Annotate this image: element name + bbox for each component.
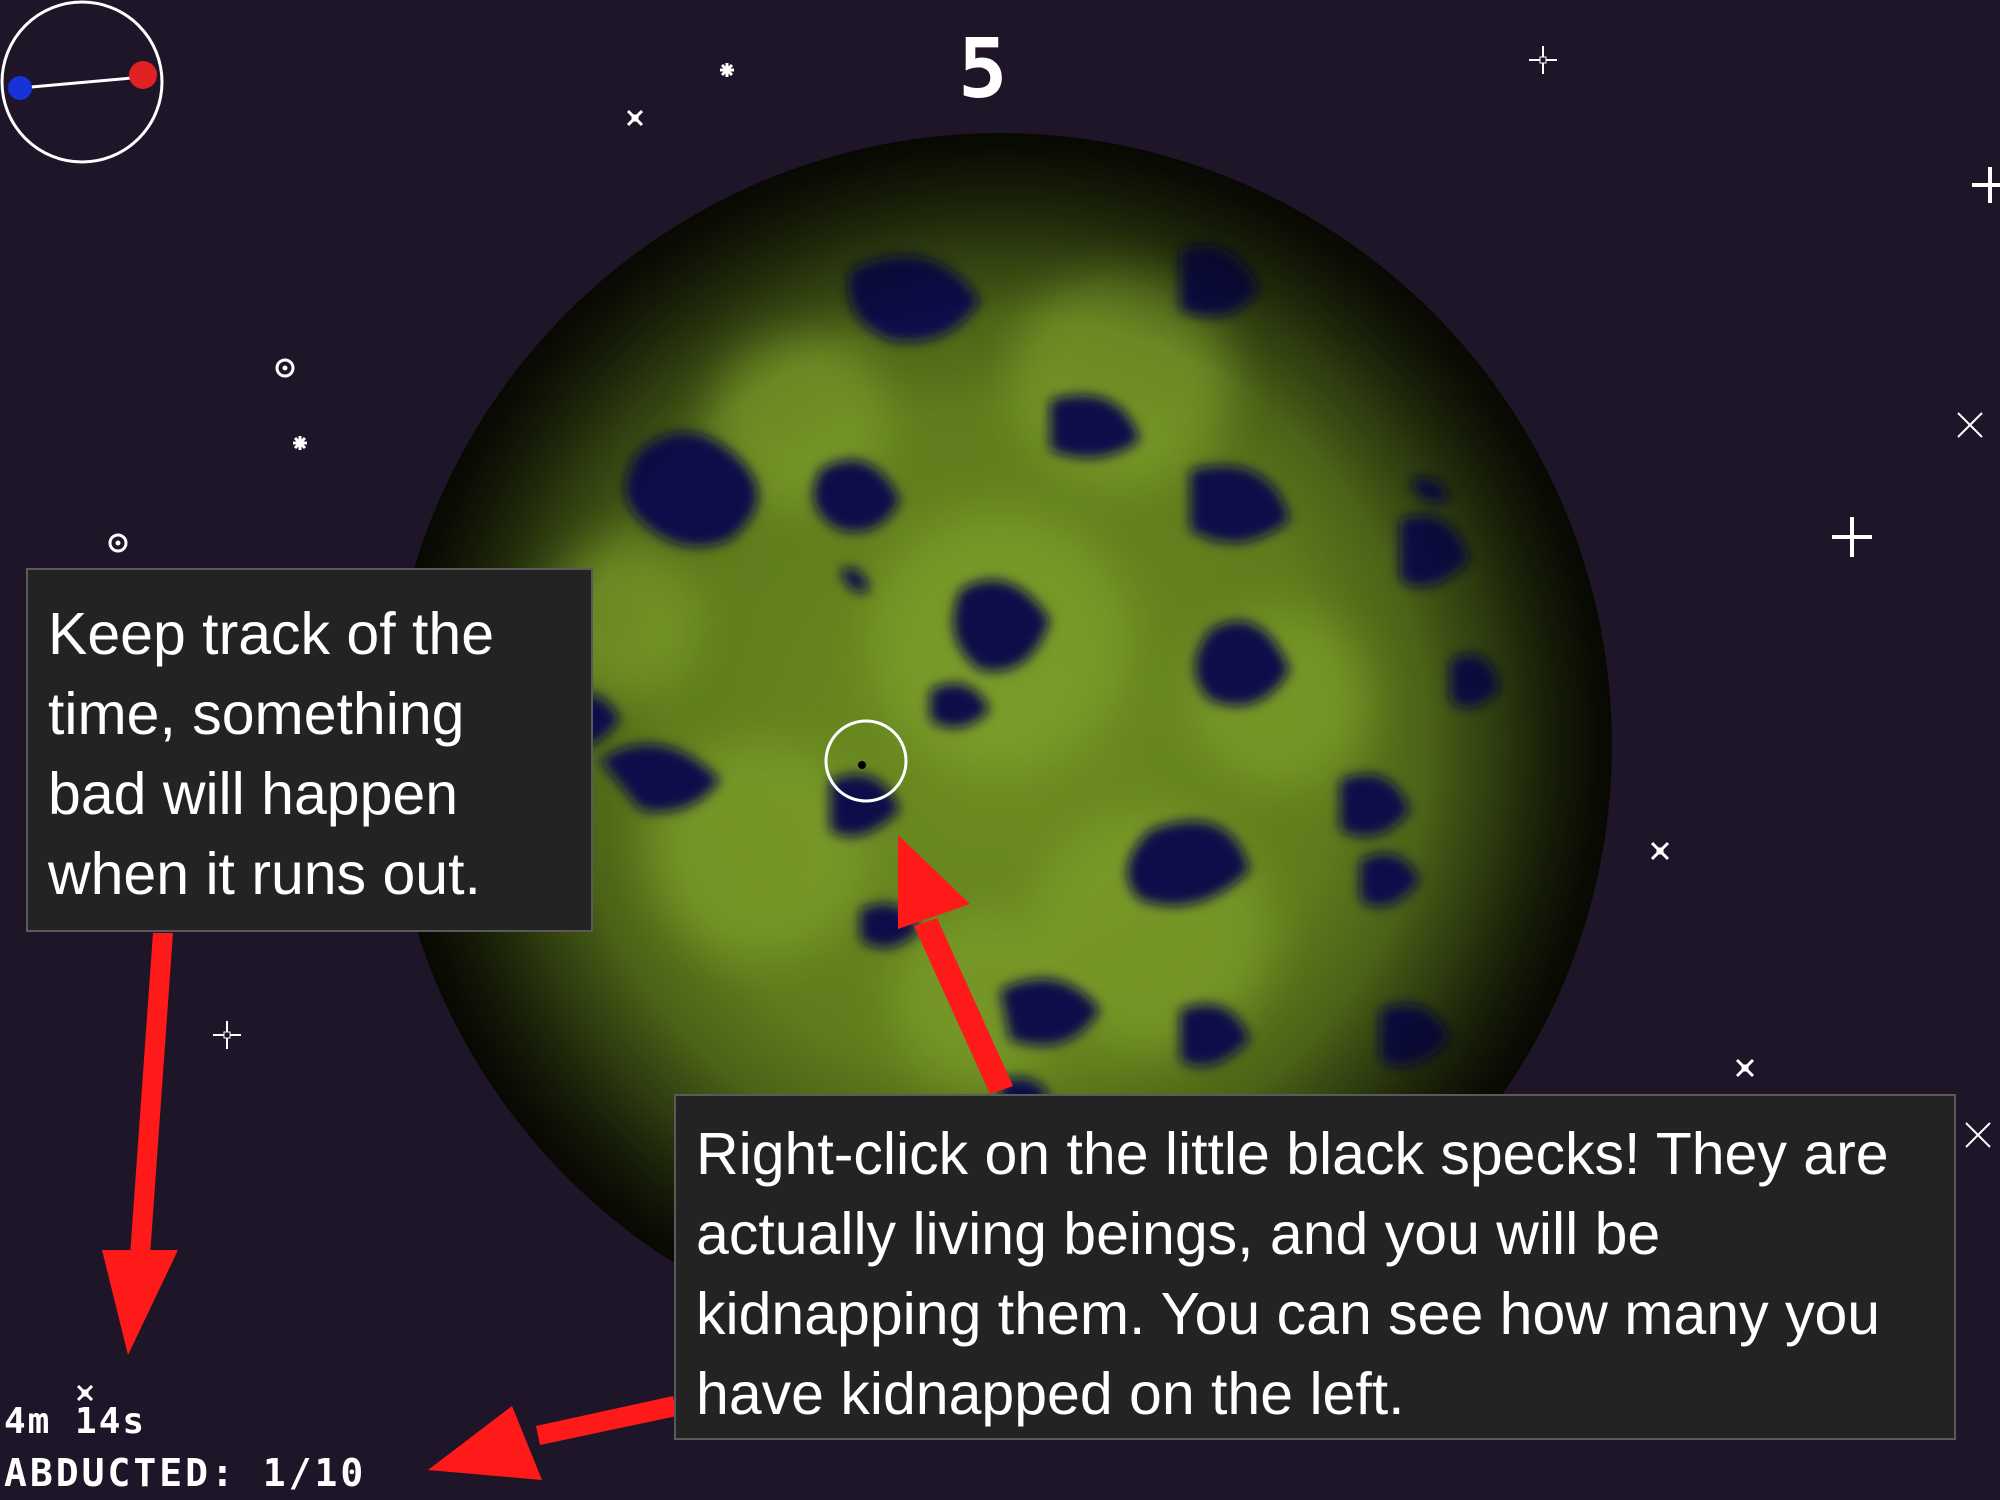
minimap-player-dot [8,76,32,100]
star-icon [720,63,734,77]
tutorial-callout-time: Keep track of the time, something bad wi… [26,568,593,932]
countdown-timer: 4m 14s [4,1400,146,1444]
star-icon [293,436,307,450]
abducted-label: ABDUCTED: [4,1451,237,1495]
abducted-count: 1/10 [263,1451,367,1495]
level-number: 5 [958,20,1007,120]
creature-speck[interactable] [858,761,866,769]
minimap-target-dot [129,61,157,89]
tutorial-callout-specks: Right-click on the little black specks! … [674,1094,1956,1440]
abducted-counter: ABDUCTED: 1/10 [4,1450,366,1496]
